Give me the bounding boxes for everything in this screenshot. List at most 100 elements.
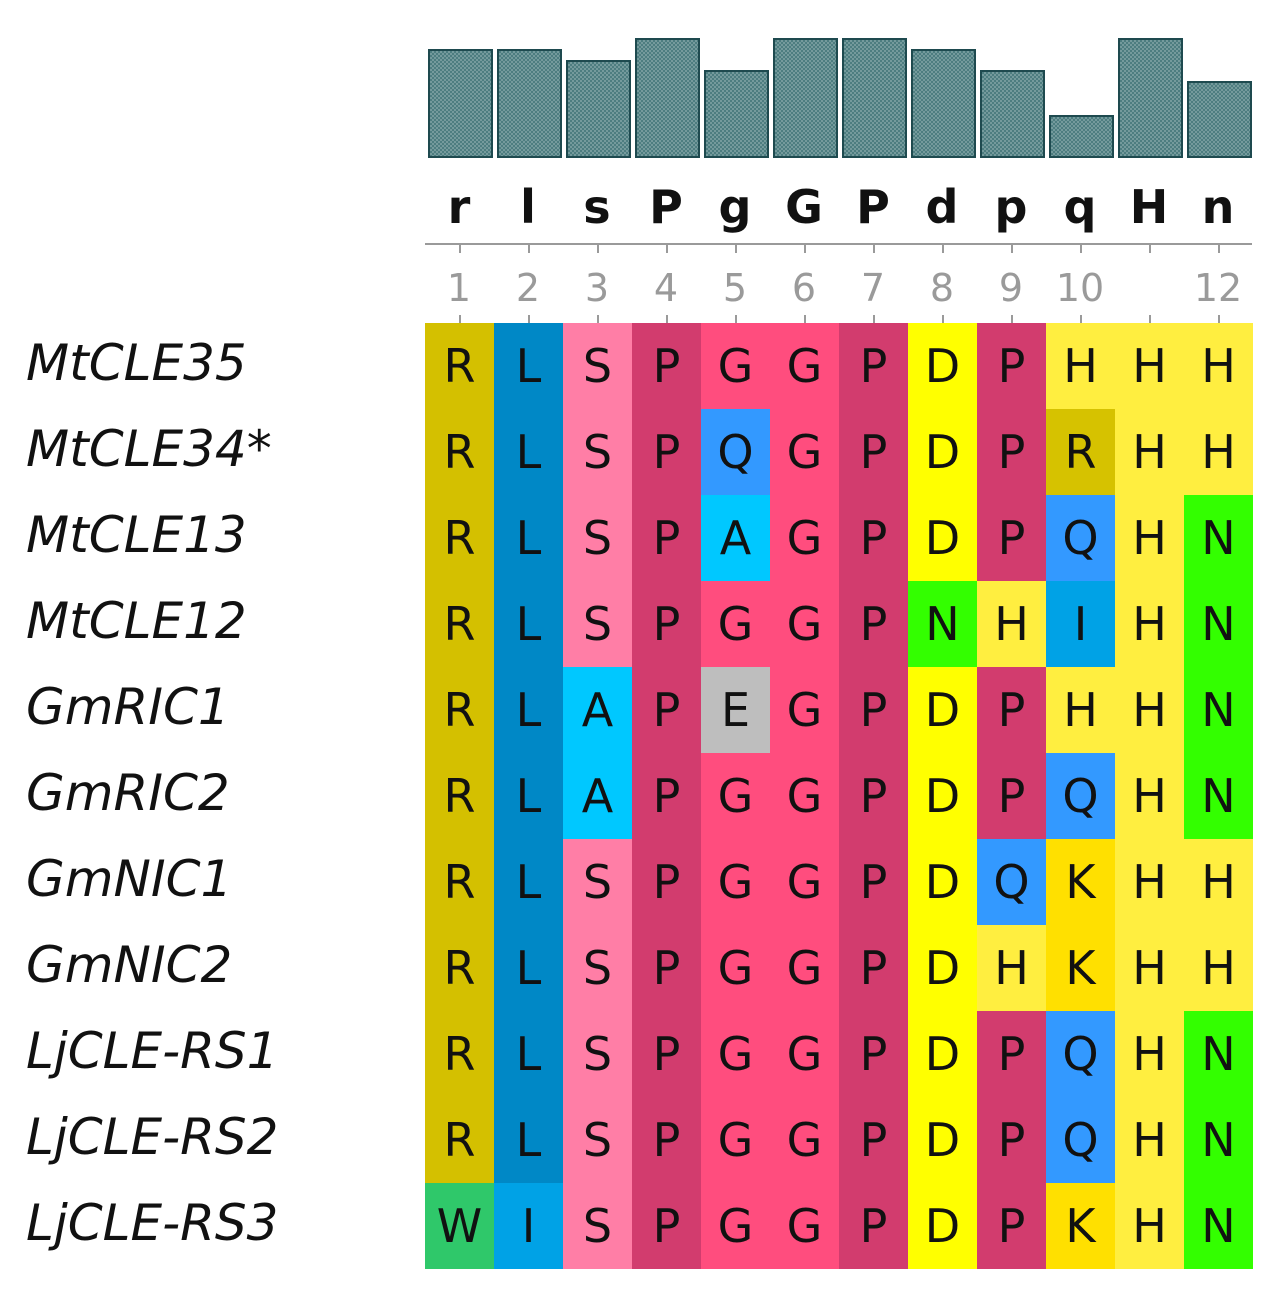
sequence-name: GmNIC1 [26,850,233,908]
residue-cell: N [1184,667,1253,753]
residue-cell: P [839,581,908,667]
conservation-bar [842,38,907,158]
residue-cell: H [1115,839,1184,925]
position-number: 7 [860,266,886,310]
position-number: 10 [1055,266,1105,310]
residue-cell: G [770,1011,839,1097]
residue-cell: R [425,753,494,839]
residue-cell: S [563,925,632,1011]
residue-cell: N [1184,495,1253,581]
residue-cell: P [839,1183,908,1269]
residue-cell: H [1115,581,1184,667]
residue-cell: H [1115,1011,1184,1097]
residue-cell: G [770,323,839,409]
residue-cell: I [494,1183,563,1269]
residue-cell: H [1115,409,1184,495]
position-tick [527,315,530,323]
position-number: 4 [653,266,679,310]
residue-cell: P [839,495,908,581]
position-tick [596,315,599,323]
position-number: 8 [929,266,955,310]
residue-cell: L [494,581,563,667]
residue-cell: P [632,667,701,753]
residue-cell: K [1046,1183,1115,1269]
residue-cell: G [770,1097,839,1183]
conservation-bar [428,49,493,158]
conservation-bar [635,38,700,158]
conservation-bar [1118,38,1183,158]
residue-cell: L [494,1011,563,1097]
residue-cell: G [701,753,770,839]
consensus-residue: p [994,180,1028,234]
axis-tick [458,243,461,253]
consensus-residue: r [447,180,471,234]
residue-cell: P [977,495,1046,581]
residue-cell: G [770,753,839,839]
residue-cell: G [701,1183,770,1269]
residue-cell: H [1184,409,1253,495]
residue-cell: S [563,495,632,581]
residue-cell: L [494,667,563,753]
residue-cell: D [908,753,977,839]
position-number: 12 [1193,266,1243,310]
residue-cell: G [770,925,839,1011]
position-tick [665,315,668,323]
residue-cell: R [425,495,494,581]
residue-cell: S [563,1183,632,1269]
residue-cell: P [632,409,701,495]
sequence-name: MtCLE12 [26,592,247,650]
axis-tick [734,243,737,253]
sequence-name: LjCLE-RS1 [26,1022,279,1080]
residue-cell: K [1046,839,1115,925]
conservation-bar [1187,81,1252,158]
residue-cell: L [494,323,563,409]
residue-cell: G [701,925,770,1011]
residue-cell: S [563,1011,632,1097]
residue-cell: D [908,1011,977,1097]
consensus-residue: n [1201,180,1235,234]
residue-cell: P [977,1011,1046,1097]
conservation-bar [911,49,976,158]
residue-cell: S [563,839,632,925]
position-number: 6 [791,266,817,310]
position-tick [458,315,461,323]
residue-cell: D [908,409,977,495]
residue-cell: Q [1046,1097,1115,1183]
residue-cell: H [1046,323,1115,409]
residue-cell: N [1184,581,1253,667]
conservation-bar [1049,115,1114,158]
residue-cell: K [1046,925,1115,1011]
residue-cell: H [1115,753,1184,839]
residue-cell: Q [1046,753,1115,839]
residue-cell: H [1115,925,1184,1011]
axis-tick [665,243,668,253]
residue-cell: N [1184,1183,1253,1269]
position-number: 2 [515,266,541,310]
axis-tick [803,243,806,253]
residue-cell: H [1184,323,1253,409]
residue-cell: R [425,409,494,495]
axis-tick [527,243,530,253]
consensus-residue: H [1129,180,1169,234]
residue-cell: H [977,925,1046,1011]
residue-cell: P [632,1183,701,1269]
residue-cell: P [839,1011,908,1097]
residue-cell: D [908,323,977,409]
axis-tick [872,243,875,253]
residue-cell: N [1184,1097,1253,1183]
sequence-name: MtCLE34* [26,420,272,478]
residue-cell: L [494,1097,563,1183]
residue-cell: N [908,581,977,667]
residue-cell: H [1115,323,1184,409]
residue-cell: D [908,839,977,925]
residue-cell: G [701,581,770,667]
residue-cell: H [1115,667,1184,753]
consensus-residue: P [856,180,890,234]
residue-cell: H [1115,495,1184,581]
axis-tick [1079,243,1082,253]
residue-cell: G [701,839,770,925]
position-number: 1 [446,266,472,310]
residue-cell: P [977,323,1046,409]
residue-cell: G [770,409,839,495]
